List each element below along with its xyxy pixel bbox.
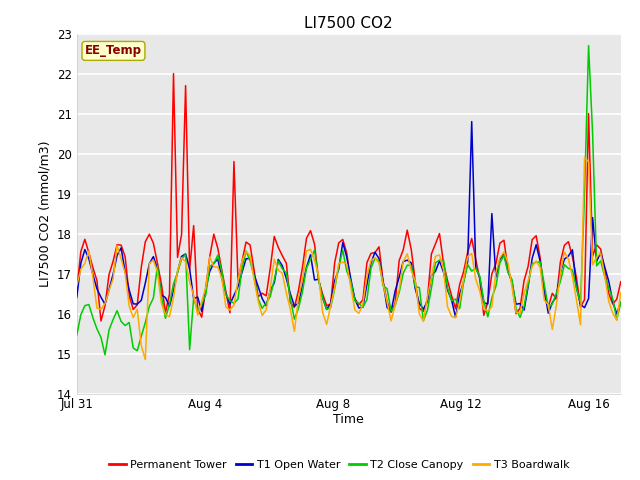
Legend: Permanent Tower, T1 Open Water, T2 Close Canopy, T3 Boardwalk: Permanent Tower, T1 Open Water, T2 Close… xyxy=(105,456,573,474)
Text: EE_Temp: EE_Temp xyxy=(85,44,142,58)
X-axis label: Time: Time xyxy=(333,413,364,426)
Y-axis label: LI7500 CO2 (mmol/m3): LI7500 CO2 (mmol/m3) xyxy=(38,140,51,287)
Title: LI7500 CO2: LI7500 CO2 xyxy=(305,16,393,31)
